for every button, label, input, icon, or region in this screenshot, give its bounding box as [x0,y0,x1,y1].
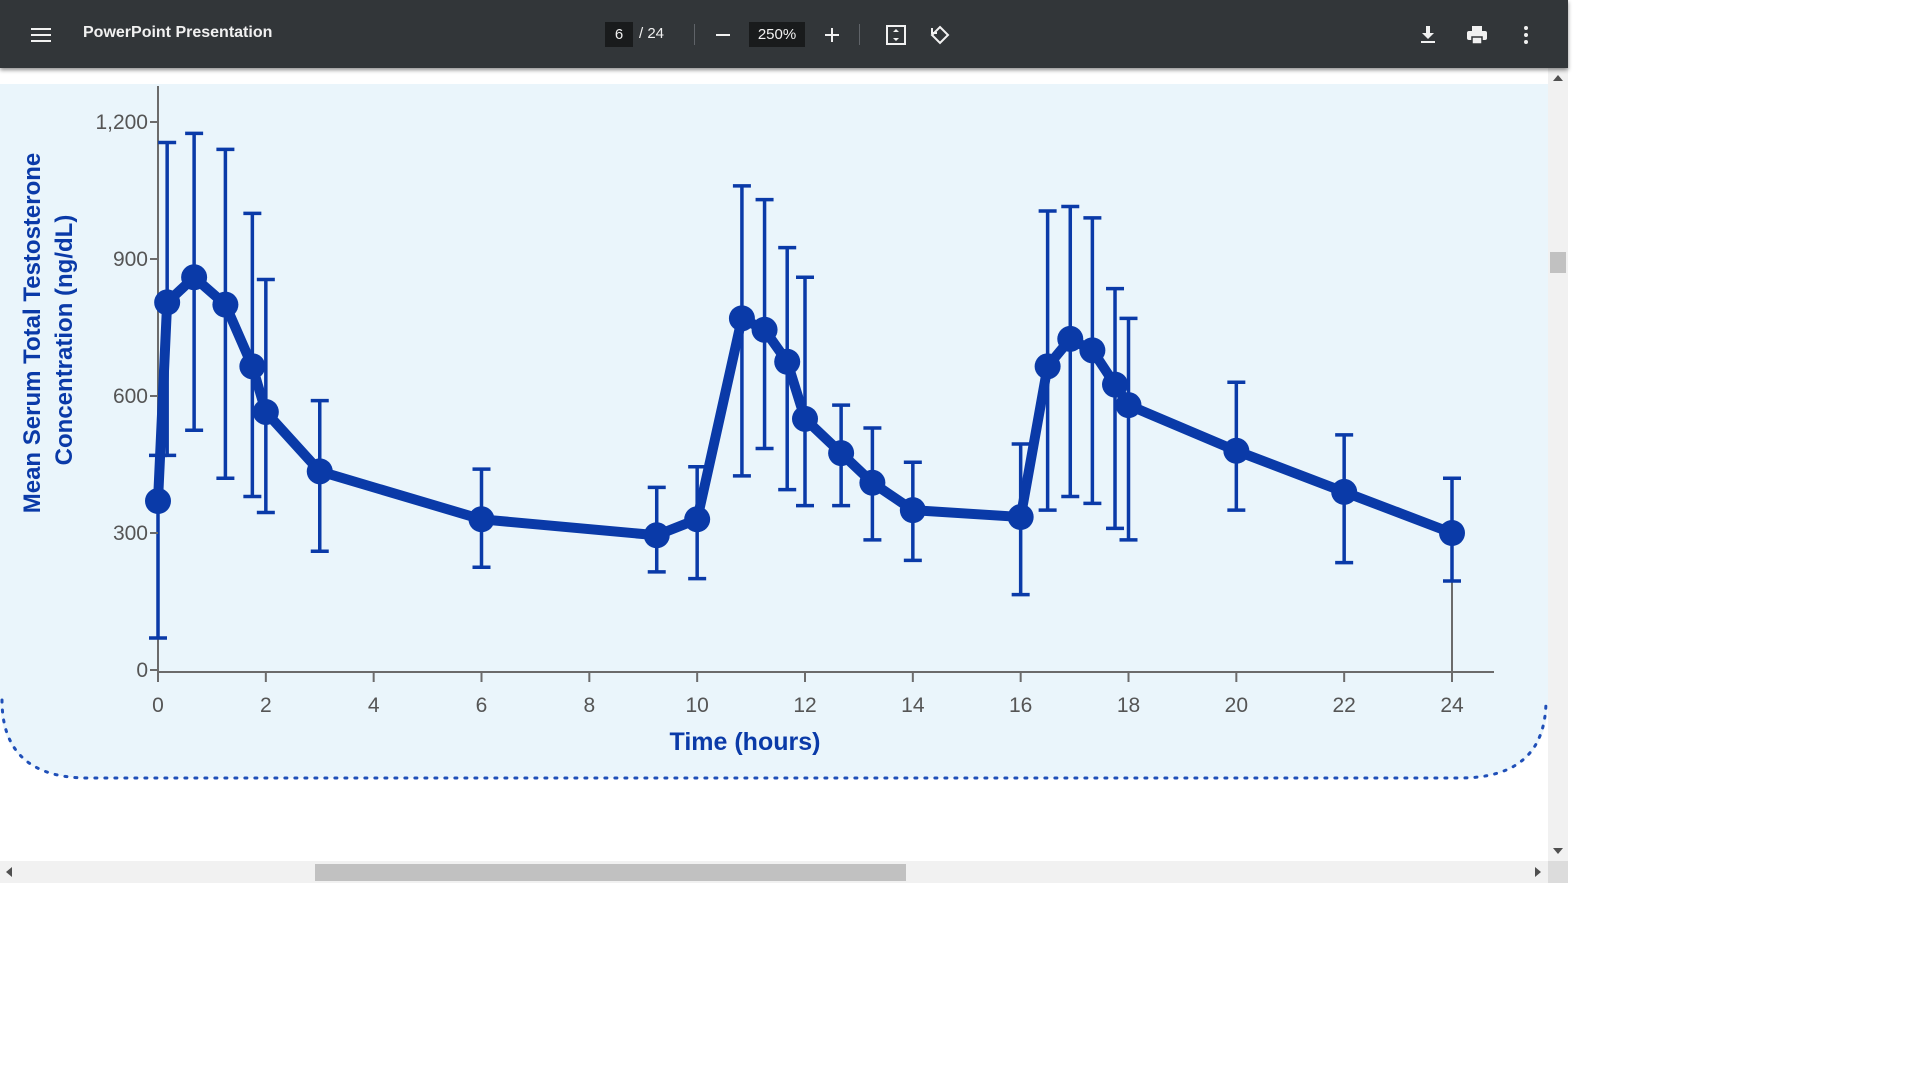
download-icon[interactable] [1413,20,1443,50]
data-point [306,458,333,485]
zoom-level-input[interactable]: 250% [749,22,805,47]
y-tick-label: 0 [136,659,148,682]
x-axis-label: Time (hours) [670,728,821,756]
y-tick-label: 300 [113,522,148,545]
x-tick-label: 20 [1225,694,1248,717]
data-point [643,522,670,549]
toolbar-divider [694,24,695,45]
scroll-down-arrow-icon[interactable] [1553,848,1563,854]
x-tick-label: 8 [583,694,595,717]
plus-icon[interactable] [817,20,847,50]
vertical-scrollbar[interactable] [1548,68,1568,861]
hamburger-menu-icon[interactable] [26,20,56,50]
x-tick-label: 6 [476,694,488,717]
chart-background [0,84,1548,778]
current-page-input[interactable]: 6 [605,22,633,47]
data-point [1079,337,1106,364]
data-point [828,440,855,467]
data-point [252,398,279,425]
data-point [1007,504,1034,531]
data-point [1034,353,1061,380]
pdf-viewer[interactable]: 0 2 4 6 8 10 12 14 16 18 20 22 24 0 300 600 900 1,200 Ti… [0,68,1548,861]
x-tick-label: 4 [368,694,380,717]
more-vertical-icon[interactable] [1511,20,1541,50]
data-point [1331,478,1358,505]
data-point [468,506,495,533]
data-point [1115,392,1142,419]
y-axis-label-line2: Concentration (ng/dL) [51,215,78,466]
data-point [1057,325,1084,352]
data-point [684,506,711,533]
x-tick-label: 2 [260,694,272,717]
y-tick-label: 1,200 [95,111,148,134]
print-icon[interactable] [1462,20,1492,50]
data-point [181,264,208,291]
data-point [1223,437,1250,464]
y-tick-label: 600 [113,385,148,408]
data-point [751,316,778,343]
data-point [728,305,755,332]
pdf-toolbar: PowerPoint Presentation 6 / 24 250% [0,0,1568,68]
data-point [899,497,926,524]
minus-icon[interactable] [708,20,738,50]
x-tick-label: 24 [1440,694,1464,717]
fit-to-page-icon[interactable] [881,20,911,50]
scroll-left-arrow-icon[interactable] [6,867,12,877]
data-point [859,469,886,496]
document-title: PowerPoint Presentation [83,24,273,41]
x-tick-label: 18 [1117,694,1140,717]
y-tick-label: 900 [113,248,148,271]
x-tick-label: 0 [152,694,164,717]
scrollbar-corner [1548,861,1568,883]
data-point [792,405,818,432]
data-point [774,348,801,375]
data-point [1439,520,1465,546]
x-tick-label: 22 [1332,694,1355,717]
data-point [145,488,171,515]
rotate-counterclockwise-icon[interactable] [925,20,955,50]
x-tick-label: 12 [793,694,816,717]
scroll-right-arrow-icon[interactable] [1535,867,1541,877]
x-tick-label: 10 [685,694,708,717]
data-point [239,353,266,380]
data-point [154,289,181,316]
horizontal-scroll-thumb[interactable] [315,864,906,881]
vertical-scroll-thumb[interactable] [1550,252,1566,273]
y-axis-label-line1: Mean Serum Total Testosterone [19,153,46,514]
page-total: / 24 [639,25,665,42]
data-point [212,291,239,318]
data-point [1102,371,1129,398]
toolbar-divider [859,24,860,45]
x-tick-label: 16 [1009,694,1032,717]
x-tick-label: 14 [901,694,925,717]
scroll-up-arrow-icon[interactable] [1553,75,1563,81]
chart-border-dotted [0,698,1548,780]
